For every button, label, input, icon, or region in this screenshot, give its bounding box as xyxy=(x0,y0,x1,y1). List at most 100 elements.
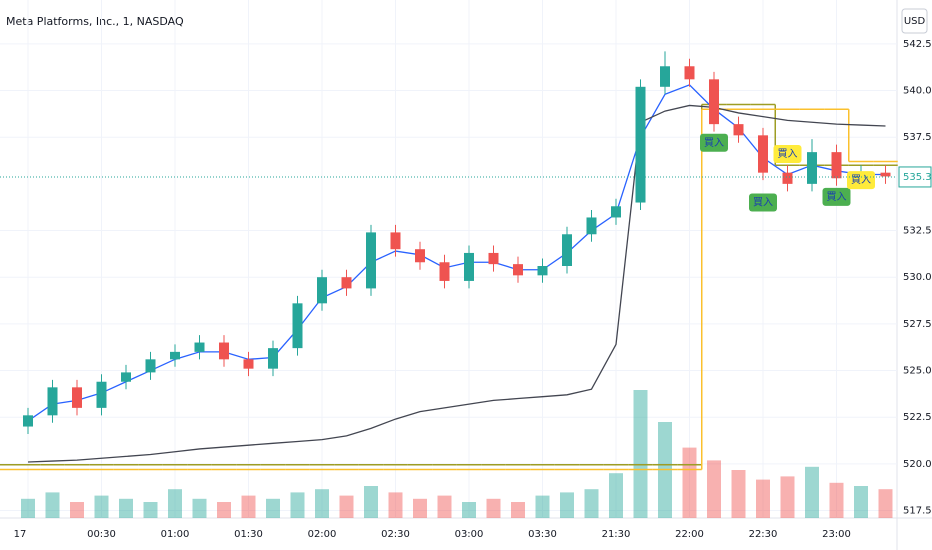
candle-body xyxy=(390,232,401,250)
volume-bar xyxy=(21,498,35,518)
signal-box xyxy=(773,145,802,163)
candle-body xyxy=(684,66,695,80)
volume-bar xyxy=(266,498,280,518)
signal-box xyxy=(847,171,875,190)
candle-body xyxy=(660,66,670,87)
x-tick-label: 02:00 xyxy=(308,529,337,540)
signal-label: 買入 xyxy=(827,191,847,203)
candle-body xyxy=(758,135,768,173)
candle-body xyxy=(733,124,744,136)
candle-body xyxy=(194,342,205,352)
candle-body xyxy=(317,277,327,304)
volume-bar xyxy=(780,476,795,518)
volume-bar xyxy=(707,460,721,518)
candle-body xyxy=(415,249,425,263)
signal-box xyxy=(749,193,777,212)
candle-body xyxy=(23,415,33,427)
y-tick-label: 540.00 xyxy=(903,86,932,97)
candle-body xyxy=(782,172,793,184)
volume-bar xyxy=(241,495,256,518)
candle-body xyxy=(121,372,131,382)
x-tick-label: 17 xyxy=(14,529,27,540)
volume-bar xyxy=(217,502,231,518)
volume-bar xyxy=(192,498,207,518)
candle-body xyxy=(268,348,278,369)
candle-body xyxy=(488,252,499,265)
volume-bar xyxy=(682,447,697,518)
x-tick-label: 00:30 xyxy=(87,529,116,540)
volume-bar xyxy=(339,495,354,518)
indicator-line xyxy=(27,104,886,463)
volume-bar xyxy=(609,473,623,518)
currency-button[interactable] xyxy=(901,8,928,34)
candle-body xyxy=(513,264,523,276)
candle-body xyxy=(537,266,548,276)
volume-bar xyxy=(731,470,746,518)
candle-body xyxy=(341,277,352,289)
last-price-box xyxy=(898,166,932,188)
chart-title: Meta Platforms, Inc., 1, NASDAQ xyxy=(6,15,184,28)
candle-body xyxy=(611,206,621,218)
volume-bar xyxy=(364,486,378,518)
x-tick-label: 23:00 xyxy=(822,529,851,540)
signal-label: 買入 xyxy=(851,174,871,186)
signal-label: 買入 xyxy=(753,197,773,209)
x-tick-label: 01:00 xyxy=(161,529,190,540)
y-tick-label: 530.00 xyxy=(903,272,932,283)
last-price-label: 535.37 xyxy=(903,172,932,183)
x-tick-label: 03:00 xyxy=(455,529,484,540)
volume-bar xyxy=(94,495,109,518)
volume-bar xyxy=(535,495,550,518)
signal-box xyxy=(700,133,728,152)
y-tick-label: 542.50 xyxy=(903,39,932,50)
currency-label: USD xyxy=(904,16,926,27)
signal-box xyxy=(822,187,851,206)
volume-bar xyxy=(829,482,844,518)
candle-body xyxy=(807,152,817,184)
signal-label: 買入 xyxy=(704,137,724,149)
candle-body xyxy=(219,342,229,360)
signal-label: 買入 xyxy=(778,148,798,160)
candle-body xyxy=(96,381,107,408)
volume-bar xyxy=(388,492,403,518)
x-tick-label: 02:30 xyxy=(381,529,410,540)
y-tick-label: 525.00 xyxy=(903,366,932,377)
candle-body xyxy=(635,86,646,203)
candle-body xyxy=(292,303,303,349)
candle-body xyxy=(145,359,156,373)
x-tick-label: 21:30 xyxy=(602,529,631,540)
y-tick-label: 537.50 xyxy=(903,132,932,143)
volume-bar xyxy=(878,489,893,518)
volume-bar xyxy=(462,502,476,518)
y-tick-label: 520.00 xyxy=(903,459,932,470)
candle-body xyxy=(366,232,376,289)
x-tick-label: 01:30 xyxy=(234,529,263,540)
candle-body xyxy=(464,252,474,281)
volume-bar xyxy=(168,489,182,518)
candle-body xyxy=(439,262,450,281)
volume-bar xyxy=(290,492,305,518)
volume-bar xyxy=(854,486,868,518)
x-tick-label: 22:30 xyxy=(749,529,778,540)
volume-bar xyxy=(511,502,525,518)
candle-body xyxy=(170,351,180,360)
candle-body xyxy=(586,217,597,235)
volume-bar xyxy=(584,489,599,518)
candle-body xyxy=(562,234,572,266)
candle-body xyxy=(47,387,58,416)
candle-body xyxy=(709,79,719,125)
y-tick-label: 517.50 xyxy=(903,506,932,517)
x-tick-label: 03:30 xyxy=(528,529,557,540)
y-tick-label: 522.50 xyxy=(903,412,932,423)
volume-bar xyxy=(45,492,60,518)
candle-body xyxy=(72,387,82,408)
volume-bar xyxy=(70,502,84,518)
candle-body xyxy=(880,172,891,177)
y-tick-label: 527.50 xyxy=(903,319,932,330)
volume-bar xyxy=(119,498,133,518)
volume-bar xyxy=(560,492,574,518)
volume-bar xyxy=(437,495,452,518)
y-tick-label: 532.50 xyxy=(903,226,932,237)
volume-bar xyxy=(486,498,501,518)
